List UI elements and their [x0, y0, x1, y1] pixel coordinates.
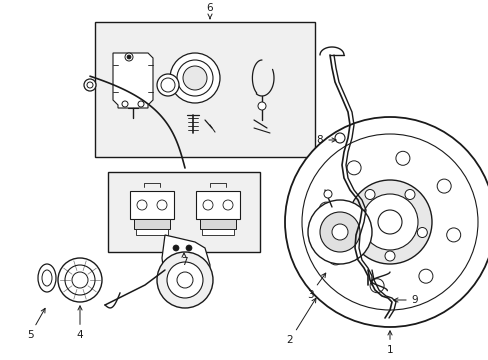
Circle shape	[157, 200, 167, 210]
Circle shape	[127, 55, 131, 59]
Polygon shape	[136, 229, 168, 235]
Circle shape	[167, 262, 203, 298]
Polygon shape	[202, 229, 234, 235]
Circle shape	[446, 228, 460, 242]
Bar	[108, 172, 260, 252]
Text: 2: 2	[286, 298, 315, 345]
Circle shape	[125, 53, 133, 61]
Circle shape	[173, 245, 179, 251]
Circle shape	[384, 251, 394, 261]
Polygon shape	[196, 191, 240, 219]
Bar	[95, 22, 314, 157]
Text: 5: 5	[27, 309, 45, 340]
Circle shape	[361, 194, 417, 250]
Circle shape	[122, 101, 128, 107]
Circle shape	[377, 210, 401, 234]
Bar	[120, 68, 140, 93]
Text: 1: 1	[386, 331, 392, 355]
Text: 6: 6	[206, 3, 213, 19]
Circle shape	[346, 161, 360, 175]
Circle shape	[334, 133, 345, 143]
Circle shape	[395, 151, 409, 165]
Circle shape	[177, 272, 193, 288]
Ellipse shape	[42, 270, 52, 286]
Polygon shape	[113, 53, 153, 108]
Ellipse shape	[38, 264, 56, 292]
Circle shape	[285, 117, 488, 327]
Circle shape	[258, 102, 265, 110]
Circle shape	[65, 265, 95, 295]
Circle shape	[223, 200, 232, 210]
Circle shape	[404, 189, 414, 199]
Circle shape	[138, 101, 143, 107]
Circle shape	[203, 200, 213, 210]
Circle shape	[185, 245, 192, 251]
Text: 9: 9	[393, 295, 417, 305]
Circle shape	[347, 180, 431, 264]
Circle shape	[72, 272, 88, 288]
Polygon shape	[134, 219, 170, 229]
Circle shape	[331, 224, 347, 240]
Circle shape	[328, 251, 342, 265]
Circle shape	[84, 79, 96, 91]
Polygon shape	[200, 219, 236, 229]
Circle shape	[302, 134, 477, 310]
Circle shape	[58, 258, 102, 302]
Circle shape	[157, 74, 179, 96]
Polygon shape	[130, 191, 174, 219]
Circle shape	[319, 202, 333, 216]
Circle shape	[369, 279, 383, 293]
Text: 8: 8	[316, 135, 335, 145]
Circle shape	[436, 179, 450, 193]
Circle shape	[319, 212, 359, 252]
Circle shape	[416, 228, 427, 238]
Circle shape	[324, 190, 331, 198]
Circle shape	[157, 252, 213, 308]
Circle shape	[161, 78, 175, 92]
Circle shape	[183, 66, 206, 90]
Circle shape	[418, 269, 432, 283]
Circle shape	[177, 60, 213, 96]
Circle shape	[170, 53, 220, 103]
Text: 4: 4	[77, 306, 83, 340]
Circle shape	[364, 189, 374, 199]
Circle shape	[307, 200, 371, 264]
Circle shape	[87, 82, 93, 88]
Circle shape	[352, 228, 362, 238]
Polygon shape	[162, 235, 209, 290]
Circle shape	[137, 200, 147, 210]
Text: 3: 3	[306, 273, 325, 300]
Text: 7: 7	[181, 253, 187, 267]
